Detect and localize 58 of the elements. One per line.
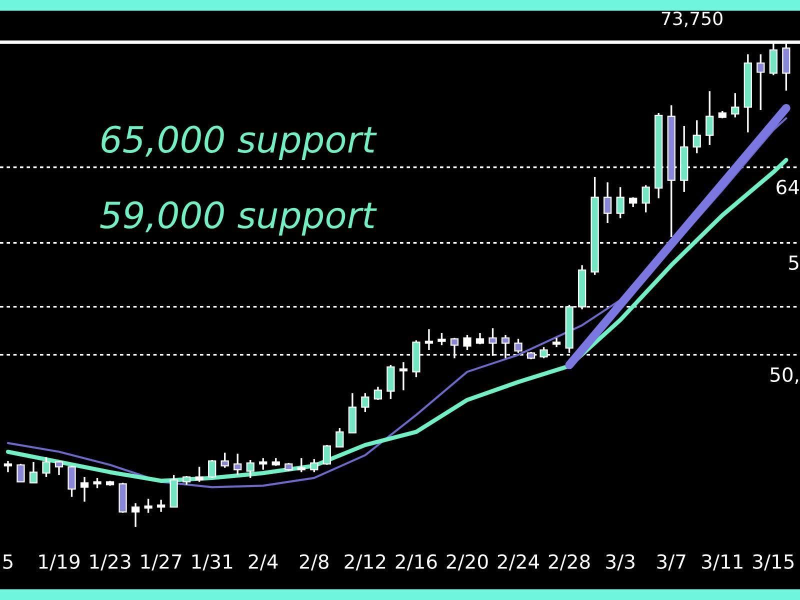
candlestick (692, 119, 701, 154)
candlestick (220, 452, 229, 469)
annotation: 50, (770, 367, 798, 384)
candlestick (259, 457, 268, 471)
candlestick (131, 502, 140, 528)
candlestick (731, 92, 740, 118)
candlestick (4, 460, 12, 473)
x-tick-label: 2/24 (498, 554, 540, 570)
annotation: 59,000 support (100, 201, 377, 236)
x-tick-label: 2/28 (548, 554, 590, 570)
x-tick-label: 3/11 (702, 554, 742, 570)
candlestick (16, 463, 25, 483)
candlestick (234, 452, 242, 476)
candlestick (514, 338, 522, 354)
candlestick (310, 458, 318, 473)
x-tick-label: 1/23 (90, 554, 130, 570)
x-tick-label: 2/12 (344, 554, 386, 570)
candlestick (463, 334, 472, 351)
x-tick-label: 5 (3, 554, 12, 569)
x-tick-label: 1/19 (39, 554, 80, 570)
candlestick (374, 386, 382, 401)
candlestick (756, 53, 765, 111)
candlestick (195, 466, 204, 483)
candlestick (246, 459, 254, 479)
candlestick (336, 427, 344, 448)
candlestick (297, 457, 306, 473)
candlestick (642, 184, 650, 214)
annotation: 5 (789, 256, 798, 270)
x-tick-label: 3/15 (753, 554, 794, 570)
x-tick-label: 2/4 (248, 554, 278, 570)
candlestick (706, 90, 714, 146)
candlestick (68, 465, 76, 498)
x-tick-label: 3/3 (606, 554, 634, 570)
candlestick (29, 461, 38, 484)
candlestick (361, 392, 370, 413)
annotation: 65,000 support (102, 126, 377, 160)
candlestick (399, 361, 408, 392)
candlestick (424, 328, 434, 351)
x-tick-label: 2/8 (300, 554, 328, 570)
candlestick (604, 181, 612, 224)
text: 73,750 (662, 12, 722, 28)
candlestick (438, 332, 446, 346)
candlestick (144, 498, 152, 514)
candlestick (80, 476, 89, 503)
x-tick-label: 2/20 (446, 554, 488, 570)
x-tick-label: 1/31 (192, 554, 232, 570)
candlestick (93, 477, 102, 489)
x-tick-label: 3/7 (657, 554, 686, 570)
candlestick (208, 459, 216, 479)
candlestick (42, 456, 50, 478)
candlestick (616, 186, 624, 219)
x-tick-label: 1/27 (141, 554, 182, 570)
candlestick (157, 498, 166, 513)
candlestick (552, 337, 561, 348)
x-tick-label: 2/16 (396, 554, 437, 570)
candlestick (322, 444, 331, 466)
candlestick (54, 460, 64, 476)
annotation: 64 (776, 180, 799, 194)
